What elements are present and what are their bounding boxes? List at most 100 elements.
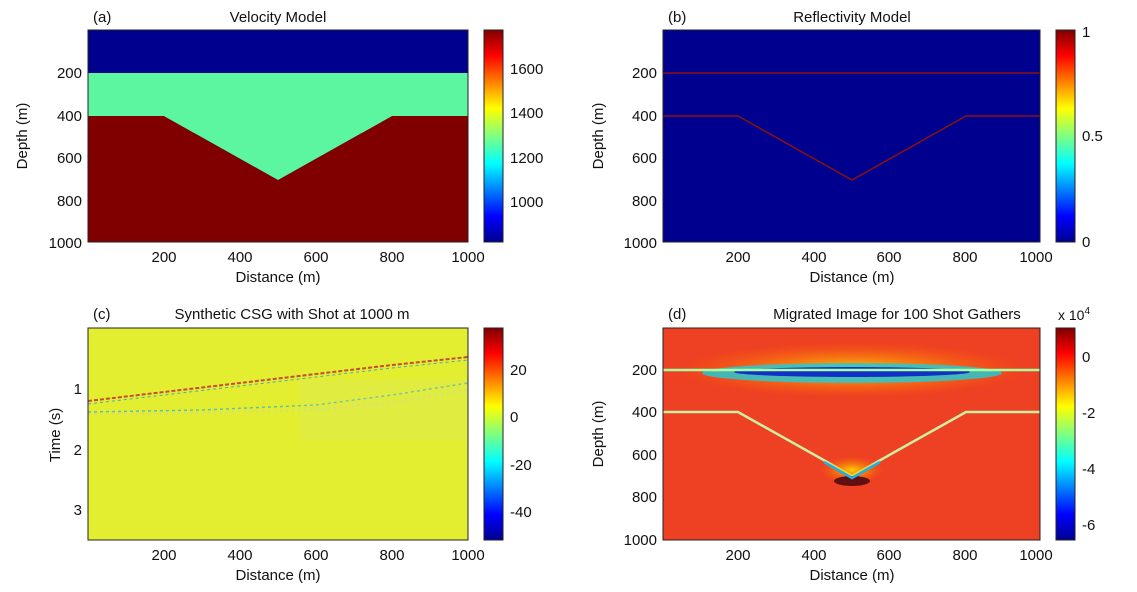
panel-d-title: Migrated Image for 100 Shot Gathers: [773, 306, 1021, 323]
panel-a-ytick: 1000: [49, 235, 82, 252]
panel-a-colorbar: 1600 1400 1200 1000: [483, 29, 543, 243]
panel-d-cbtick: -2: [1082, 405, 1095, 422]
csg-noise-band: [300, 380, 468, 440]
panel-c-xtick: 600: [303, 547, 328, 564]
csg-reflection-2: [88, 388, 468, 416]
panel-a-xtick: 600: [303, 249, 328, 266]
panel-c-xtick: 200: [151, 547, 176, 564]
csg-direct-arrival-shadow: [88, 359, 468, 405]
csg-direct-arrival: [88, 356, 468, 402]
panel-b-xtick: 600: [876, 249, 901, 266]
panel-c-xtick: 400: [227, 547, 252, 564]
panel-d-colorbar: x 104 0 -2 -4 -6: [1055, 306, 1095, 541]
panel-d-image: [663, 328, 1040, 540]
panel-b-ytick: 800: [632, 193, 657, 210]
colorbar-b: [1055, 29, 1076, 243]
panel-b-ytick: 400: [632, 108, 657, 125]
panel-a-yaxis: 200 400 600 800 1000 Depth (m): [14, 65, 82, 252]
csg-reflection: [88, 382, 468, 413]
panel-a-cbtick: 1400: [510, 105, 543, 122]
panel-a-ylabel: Depth (m): [14, 103, 31, 170]
panel-c-ytick: 1: [74, 381, 82, 398]
panel-d-ylabel: Depth (m): [590, 401, 607, 468]
migrated-apex-glow: [820, 456, 884, 484]
panel-b-xtick: 400: [801, 249, 826, 266]
panel-a-ytick: 800: [57, 193, 82, 210]
panel-b-xlabel: Distance (m): [809, 269, 894, 286]
panel-a-ytick: 200: [57, 65, 82, 82]
panel-c-frame: [87, 327, 469, 541]
panel-a-cbtick: 1200: [510, 150, 543, 167]
panel-a-cbtick: 1600: [510, 61, 543, 78]
reflector-v: [663, 115, 1040, 181]
panel-c-ytick: 3: [74, 502, 82, 519]
panel-b-xtick: 200: [725, 249, 750, 266]
panel-b-ytick: 1000: [624, 235, 657, 252]
panel-d-ytick: 200: [632, 362, 657, 379]
panel-a-tag: (a): [93, 9, 111, 26]
migrated-apex-dark: [834, 476, 870, 486]
panel-c: (c) Synthetic CSG with Shot at 1000 m 20…: [47, 306, 532, 584]
panel-a-ytick: 400: [57, 108, 82, 125]
velocity-layer-3: [88, 116, 468, 242]
panel-d-xaxis: 200 400 600 800 1000 Distance (m): [725, 547, 1052, 584]
panel-c-ytick: 2: [74, 442, 82, 459]
panel-d-xtick: 1000: [1019, 547, 1052, 564]
panel-c-xlabel: Distance (m): [235, 567, 320, 584]
panel-a-image: [88, 30, 468, 242]
migrated-smile-core: [734, 367, 970, 377]
cb-exponent-power: 4: [1084, 306, 1090, 317]
panel-b: (b) Reflectivity Model 200 400 600 800 1…: [590, 9, 1103, 286]
velocity-v-channel: [164, 116, 392, 180]
panel-a: (a) Velocity Model 200 400 600 800 1000 …: [14, 9, 543, 286]
panel-d-xtick: 200: [725, 547, 750, 564]
panel-d-frame: [662, 327, 1041, 541]
panel-d-xlabel: Distance (m): [809, 567, 894, 584]
panel-a-ytick: 600: [57, 150, 82, 167]
panel-c-xaxis: 200 400 600 800 1000 Distance (m): [151, 547, 484, 584]
panel-b-colorbar: 1 0.5 0: [1055, 24, 1103, 251]
cb-exponent-base: x 10: [1058, 307, 1085, 323]
panel-b-title: Reflectivity Model: [793, 9, 911, 26]
panel-d-xtick: 600: [876, 547, 901, 564]
panel-b-frame: [662, 29, 1041, 243]
panel-a-xaxis: 200 400 600 800 1000 Distance (m): [151, 249, 484, 286]
panel-d-ytick: 600: [632, 447, 657, 464]
panel-c-xtick: 800: [379, 547, 404, 564]
panel-a-xtick: 400: [227, 249, 252, 266]
reflectivity-background: [663, 30, 1040, 242]
panel-d-cbtick: 0: [1082, 349, 1090, 366]
panel-b-cbtick: 1: [1082, 24, 1090, 41]
panel-c-cbtick: -40: [510, 504, 532, 521]
panel-a-title: Velocity Model: [230, 9, 327, 26]
panel-a-frame: [87, 29, 469, 243]
panel-d-ytick: 1000: [624, 532, 657, 549]
panel-d-tag: (d): [668, 306, 686, 323]
panel-b-cbtick: 0: [1082, 234, 1090, 251]
colorbar-a: [483, 29, 504, 243]
panel-b-cbtick: 0.5: [1082, 128, 1103, 145]
panel-c-yaxis: 1 2 3 Time (s): [47, 381, 82, 519]
panel-a-xtick: 200: [151, 249, 176, 266]
panel-b-image: [663, 30, 1040, 242]
panel-b-xtick: 1000: [1019, 249, 1052, 266]
panel-d-cbtick: -4: [1082, 461, 1095, 478]
panel-c-cbtick: -20: [510, 457, 532, 474]
panel-d-xtick: 800: [952, 547, 977, 564]
migrated-apex-cyan: [823, 460, 881, 480]
colorbar-d: [1055, 327, 1076, 541]
panel-b-ytick: 600: [632, 150, 657, 167]
panel-c-xtick: 1000: [451, 547, 484, 564]
panel-c-cbtick: 20: [510, 362, 527, 379]
panel-d: (d) Migrated Image for 100 Shot Gathers …: [590, 306, 1095, 584]
panel-c-title: Synthetic CSG with Shot at 1000 m: [174, 306, 409, 323]
panel-b-ylabel: Depth (m): [590, 103, 607, 170]
panel-b-yaxis: 200 400 600 800 1000 Depth (m): [590, 65, 657, 252]
panel-b-xtick: 800: [952, 249, 977, 266]
panel-b-xaxis: 200 400 600 800 1000 Distance (m): [725, 249, 1052, 286]
panel-b-ytick: 200: [632, 65, 657, 82]
panel-d-cb-exponent: x 104: [1058, 306, 1090, 323]
panel-c-tag: (c): [93, 306, 111, 323]
colorbar-c: [483, 327, 504, 541]
